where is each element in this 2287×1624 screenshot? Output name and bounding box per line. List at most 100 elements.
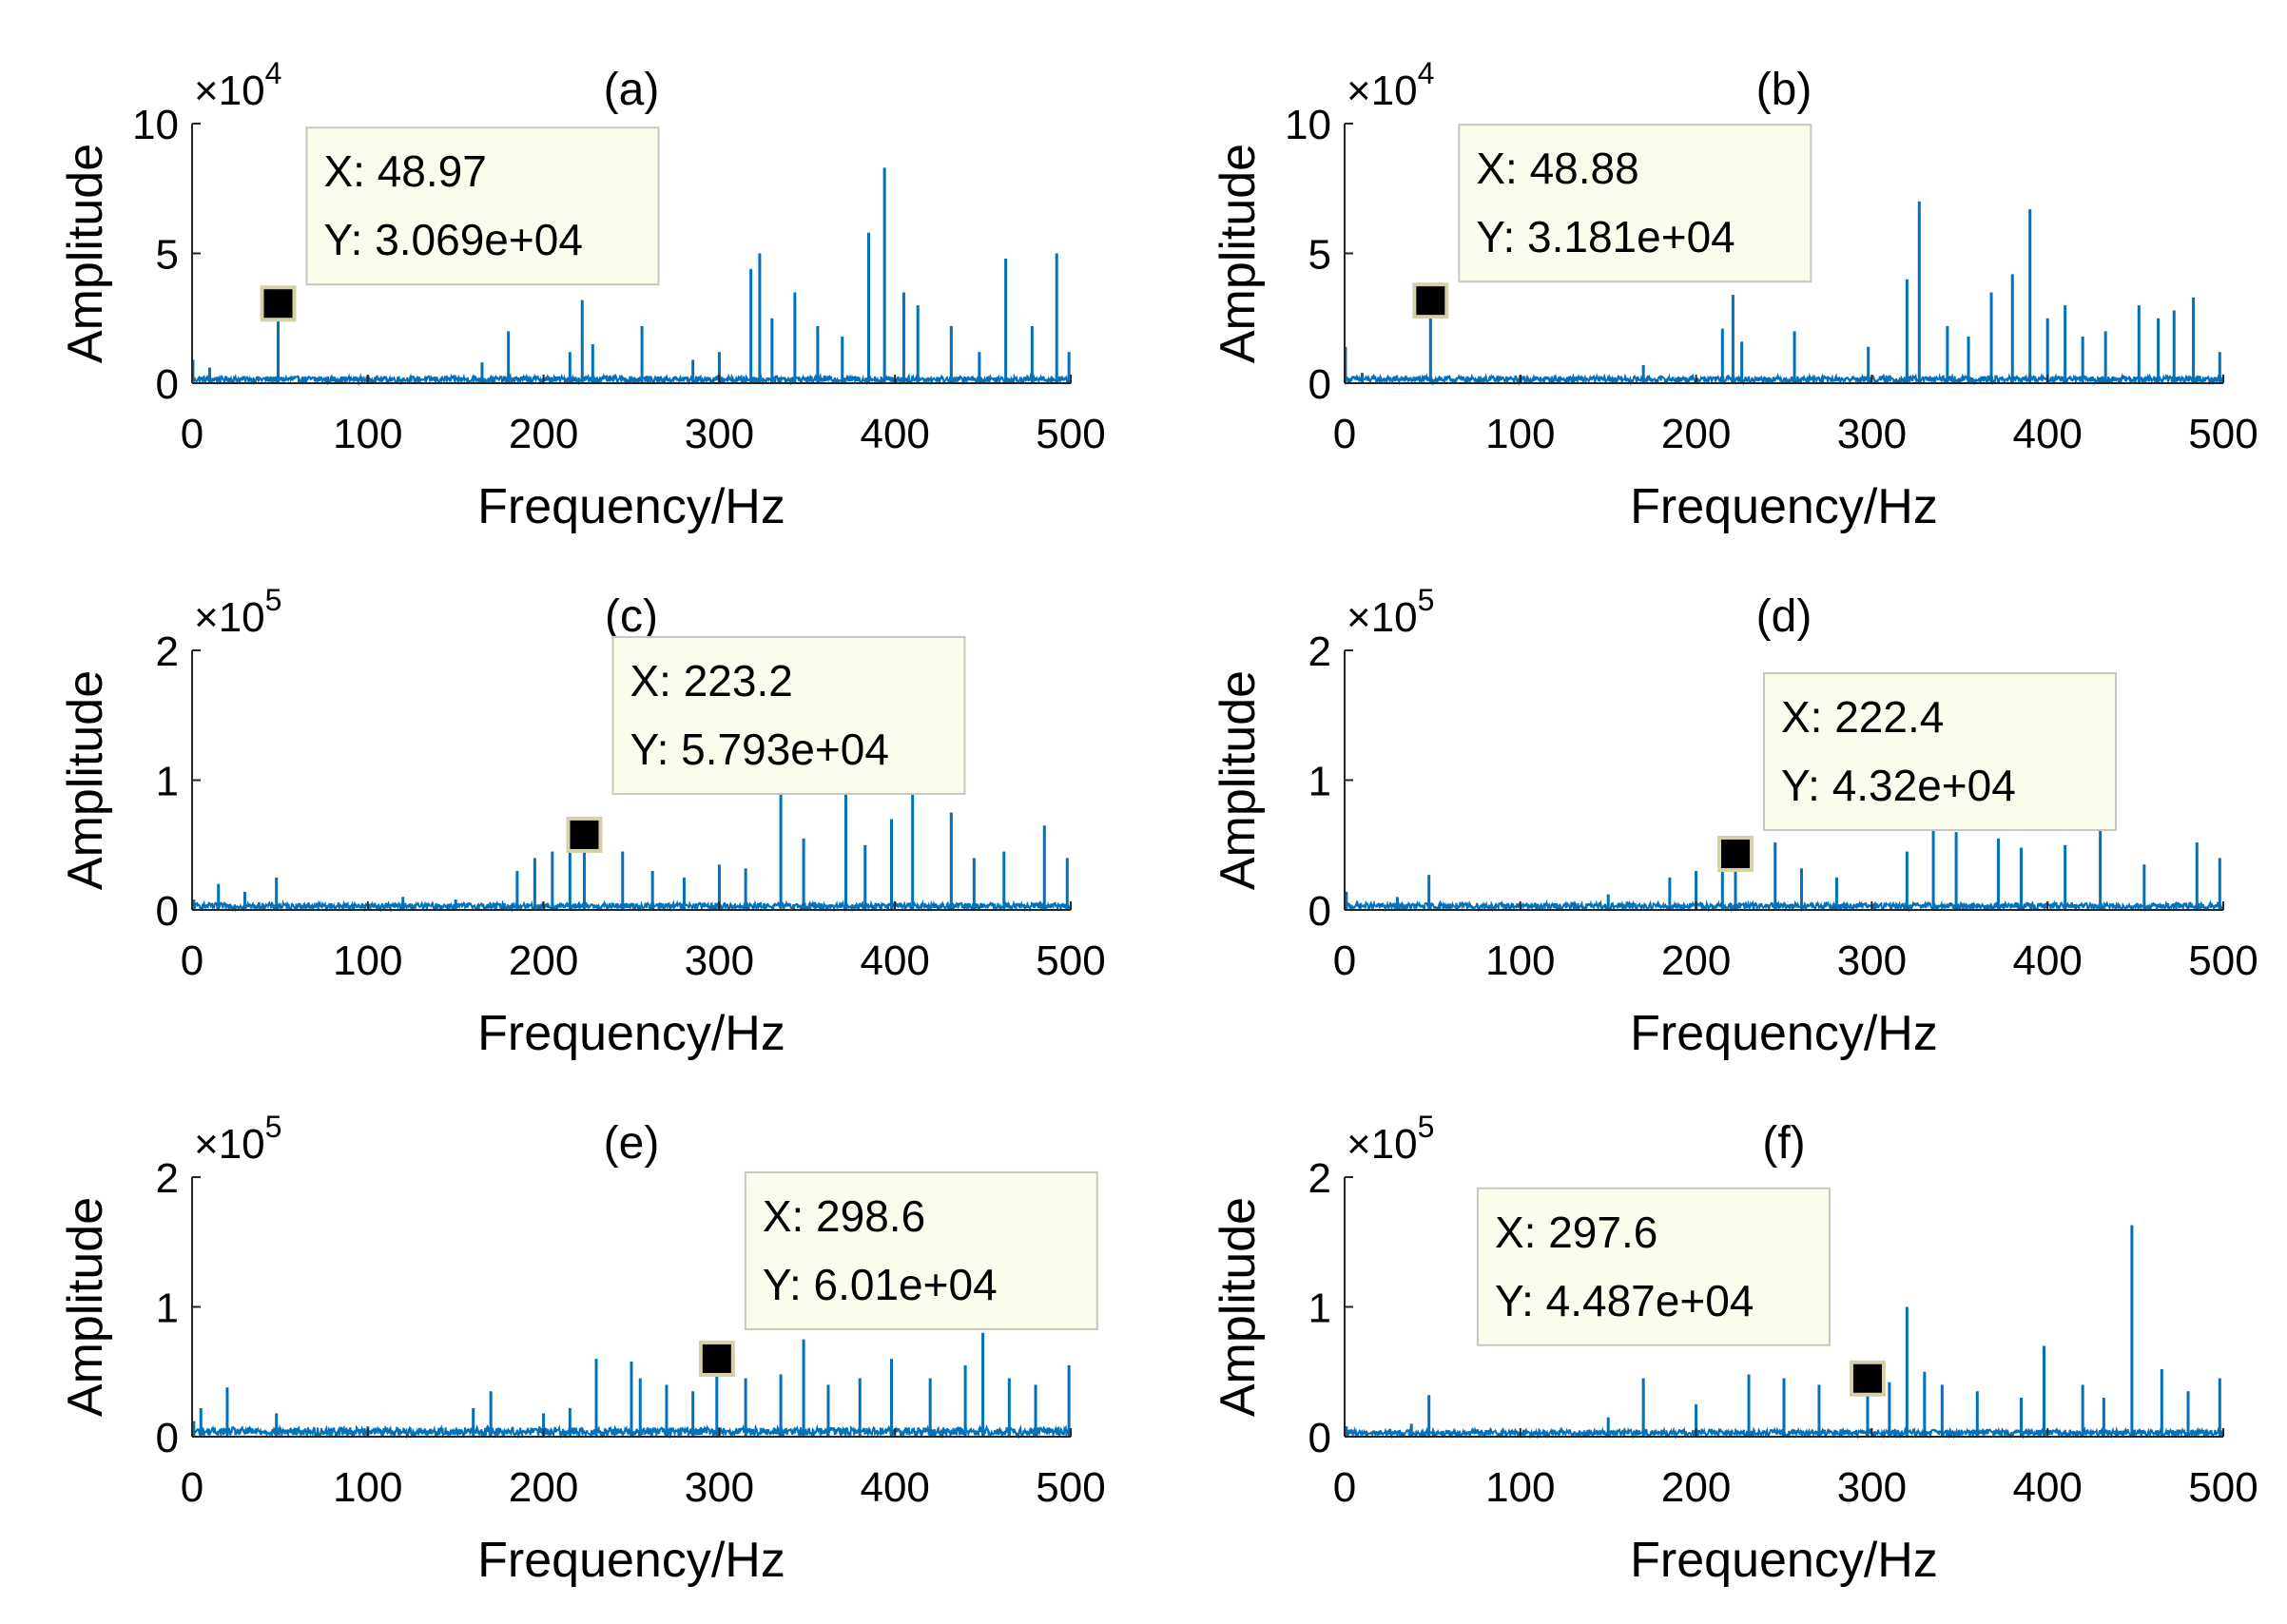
datatip-x-text: X: 223.2 [630, 656, 792, 706]
spectrum-peaks [1344, 201, 2221, 383]
x-tick-label: 200 [1661, 1464, 1731, 1511]
datatip-marker [566, 816, 603, 853]
datatip-x-text: X: 48.97 [323, 146, 486, 196]
x-axis-label: Frequency/Hz [1630, 1533, 1938, 1588]
y-tick-label: 0 [156, 361, 179, 408]
datatip-x-text: X: 297.6 [1495, 1208, 1657, 1257]
datatip-y-text: Y: 6.01e+04 [763, 1260, 998, 1309]
x-tick-label: 100 [1485, 411, 1555, 457]
y-tick-label: 10 [132, 102, 179, 148]
x-tick-label: 200 [1661, 411, 1731, 457]
y-tick-label: 10 [1285, 102, 1331, 148]
x-axis-label: Frequency/Hz [477, 479, 785, 534]
y-tick-label: 1 [156, 759, 179, 805]
datatip-box [1762, 672, 2117, 832]
subplot-title: (b) [1756, 65, 1812, 115]
datatip-y-text: Y: 3.181e+04 [1476, 212, 1735, 261]
x-tick-label: 300 [1837, 1464, 1907, 1511]
x-tick-label: 500 [2188, 1464, 2258, 1511]
datatip-x-text: X: 222.4 [1781, 692, 1944, 742]
x-tick-label: 0 [1333, 1464, 1356, 1511]
y-tick-label: 5 [156, 232, 179, 279]
x-tick-label: 300 [685, 1464, 754, 1511]
y-exponent-label: ×105 [194, 1110, 281, 1168]
x-axis-label: Frequency/Hz [477, 1533, 785, 1588]
x-tick-label: 400 [860, 938, 929, 984]
datatip-marker [1412, 282, 1449, 319]
datatip: X: 222.4 Y: 4.32e+04 [1716, 672, 2117, 873]
subplot-b: 0 100 200 300 400 500 0 5 10 ×104 (b) Frequency/Hz A… [1211, 56, 2258, 534]
y-exponent-label: ×105 [1347, 1110, 1434, 1168]
spectrum-peaks [1345, 799, 2221, 910]
y-exponent-label: ×105 [1347, 583, 1434, 641]
spectrum-peaks [1345, 1225, 2221, 1437]
datatip-y-text: Y: 5.793e+04 [630, 725, 888, 774]
spectrum-noise-floor [191, 372, 1072, 387]
subplot-title: (e) [604, 1118, 660, 1169]
datatip-y-text: Y: 3.069e+04 [323, 215, 582, 264]
y-tick-label: 1 [1308, 1286, 1331, 1332]
spectrum-peaks [191, 167, 1071, 383]
y-exponent-label: ×104 [194, 56, 281, 114]
y-tick-label: 5 [1308, 232, 1331, 279]
x-tick-label: 0 [1333, 411, 1356, 457]
y-tick-label: 2 [1308, 628, 1331, 675]
datatip: X: 223.2 Y: 5.793e+04 [566, 635, 966, 853]
y-tick-label: 2 [1308, 1155, 1331, 1202]
datatip-marker [698, 1340, 735, 1377]
datatip-marker [1849, 1360, 1886, 1397]
y-exponent-label: ×104 [1347, 56, 1434, 114]
y-tick-label: 1 [156, 1286, 179, 1332]
x-tick-label: 100 [333, 1464, 402, 1511]
y-tick-label: 0 [1308, 361, 1331, 408]
datatip-x-text: X: 298.6 [763, 1191, 925, 1241]
datatip-y-text: Y: 4.32e+04 [1781, 761, 2016, 810]
x-tick-label: 400 [860, 411, 929, 457]
subplot-f: 0 100 200 300 400 500 0 1 2 ×105 (f) Frequency/Hz Am… [1211, 1110, 2258, 1588]
x-tick-label: 300 [685, 411, 754, 457]
datatip: X: 48.97 Y: 3.069e+04 [260, 126, 660, 322]
subplot-title: (a) [604, 65, 660, 115]
y-tick-label: 0 [156, 888, 179, 935]
x-axis-label: Frequency/Hz [477, 1006, 785, 1061]
x-tick-label: 200 [509, 1464, 578, 1511]
x-tick-label: 300 [1837, 411, 1907, 457]
y-axis-label: Amplitude [58, 670, 113, 890]
subplot-e: 0 100 200 300 400 500 0 1 2 ×105 (e) Frequency/Hz Am… [58, 1110, 1106, 1588]
y-tick-label: 0 [1308, 888, 1331, 935]
spectrum-peaks [192, 783, 1069, 910]
x-tick-label: 500 [1036, 1464, 1105, 1511]
subplot-a: 0 100 200 300 400 500 0 5 10 ×104 (a) Frequency/Hz A… [58, 56, 1106, 534]
datatip: X: 48.88 Y: 3.181e+04 [1412, 124, 1812, 319]
x-tick-label: 500 [2188, 411, 2258, 457]
y-tick-label: 2 [156, 1155, 179, 1202]
x-tick-label: 300 [685, 938, 754, 984]
x-tick-label: 400 [2012, 411, 2082, 457]
x-axis-label: Frequency/Hz [1630, 479, 1938, 534]
x-tick-label: 500 [1036, 938, 1105, 984]
datatip: X: 297.6 Y: 4.487e+04 [1476, 1187, 1886, 1397]
x-tick-label: 0 [181, 938, 204, 984]
datatip: X: 298.6 Y: 6.01e+04 [698, 1170, 1098, 1377]
y-tick-label: 1 [1308, 759, 1331, 805]
y-tick-label: 2 [156, 628, 179, 675]
datatip-box [1476, 1187, 1831, 1346]
x-tick-label: 200 [509, 938, 578, 984]
spectrum-noise-floor [1344, 899, 2224, 913]
datatip-box [1458, 124, 1812, 283]
x-tick-label: 200 [509, 411, 578, 457]
datatip-box [611, 635, 966, 795]
x-tick-label: 0 [1333, 938, 1356, 984]
x-tick-label: 100 [1485, 938, 1555, 984]
y-tick-label: 0 [156, 1415, 179, 1461]
y-axis-label: Amplitude [58, 1197, 113, 1417]
datatip-marker [260, 285, 297, 322]
x-tick-label: 400 [2012, 938, 2082, 984]
y-axis-label: Amplitude [1211, 670, 1266, 890]
x-tick-label: 100 [333, 938, 402, 984]
datatip-x-text: X: 48.88 [1476, 144, 1638, 193]
subplot-title: (f) [1762, 1118, 1805, 1169]
spectrum-noise-floor [191, 899, 1072, 913]
y-tick-label: 0 [1308, 1415, 1331, 1461]
